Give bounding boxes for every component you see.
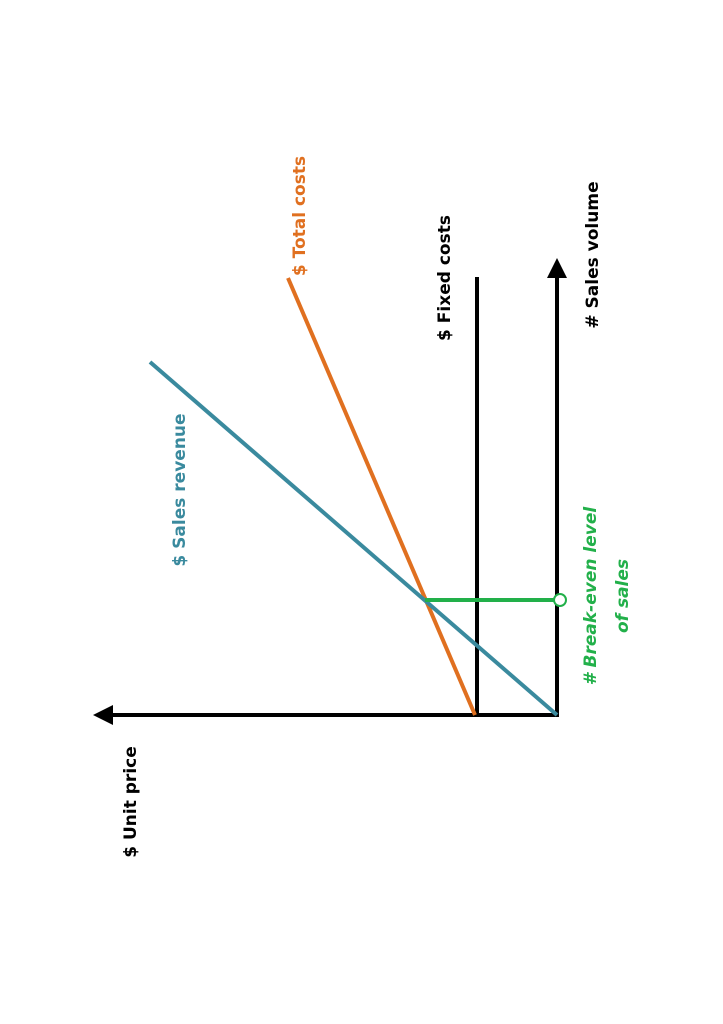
sales-volume-label: # Sales volume (583, 181, 603, 328)
break-even-point (553, 593, 567, 607)
sales-revenue-label: $ Sales revenue (170, 413, 190, 566)
break-even-label: of sales (613, 559, 633, 633)
fixed-costs-label: $ Fixed costs (435, 215, 455, 341)
total-costs-label: $ Total costs (290, 156, 310, 276)
break-even-label: # Break-even level (581, 506, 601, 686)
total-costs-line (286, 277, 477, 716)
unit-price-label: $ Unit price (121, 746, 141, 858)
sales-revenue-line (148, 360, 559, 717)
